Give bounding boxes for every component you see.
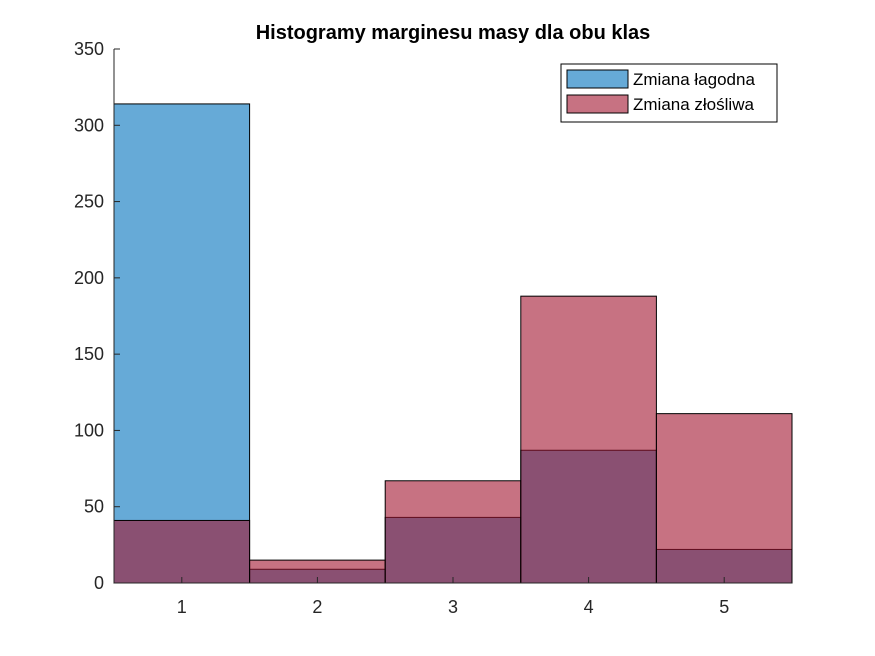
- legend-label-benign: Zmiana łagodna: [633, 70, 755, 89]
- x-tick-label: 3: [448, 597, 458, 617]
- legend-swatch-malignant: [566, 94, 629, 114]
- axes-group: 0 50 100 150 200 250 300 350 1 2 3 4 5: [74, 39, 792, 617]
- bar-series2-bin3: [384, 480, 522, 584]
- x-tick-label: 4: [584, 597, 594, 617]
- bar-series1-bin1: [113, 103, 251, 584]
- y-tick-label: 350: [74, 39, 104, 59]
- bar-series2-bin5: [655, 413, 793, 584]
- y-tick-label: 50: [84, 497, 104, 517]
- legend: Zmiana łagodna Zmiana złośliwa: [560, 63, 778, 123]
- legend-swatch-benign: [566, 69, 629, 89]
- y-tick-label: 100: [74, 420, 104, 440]
- bars-group: [113, 103, 793, 584]
- x-tick-label: 1: [177, 597, 187, 617]
- y-tick-label: 150: [74, 344, 104, 364]
- x-tick-label: 5: [719, 597, 729, 617]
- y-tick-label: 250: [74, 192, 104, 212]
- x-tick-label: 2: [312, 597, 322, 617]
- chart-title: Histogramy marginesu masy dla obu klas: [256, 22, 651, 44]
- y-tick-label: 200: [74, 268, 104, 288]
- y-tick-label: 0: [94, 573, 104, 593]
- bar-series2-bin4: [520, 295, 657, 584]
- bar-series2-bin1: [113, 519, 251, 584]
- y-tick-label: 300: [74, 115, 104, 135]
- legend-label-malignant: Zmiana złośliwa: [633, 95, 754, 114]
